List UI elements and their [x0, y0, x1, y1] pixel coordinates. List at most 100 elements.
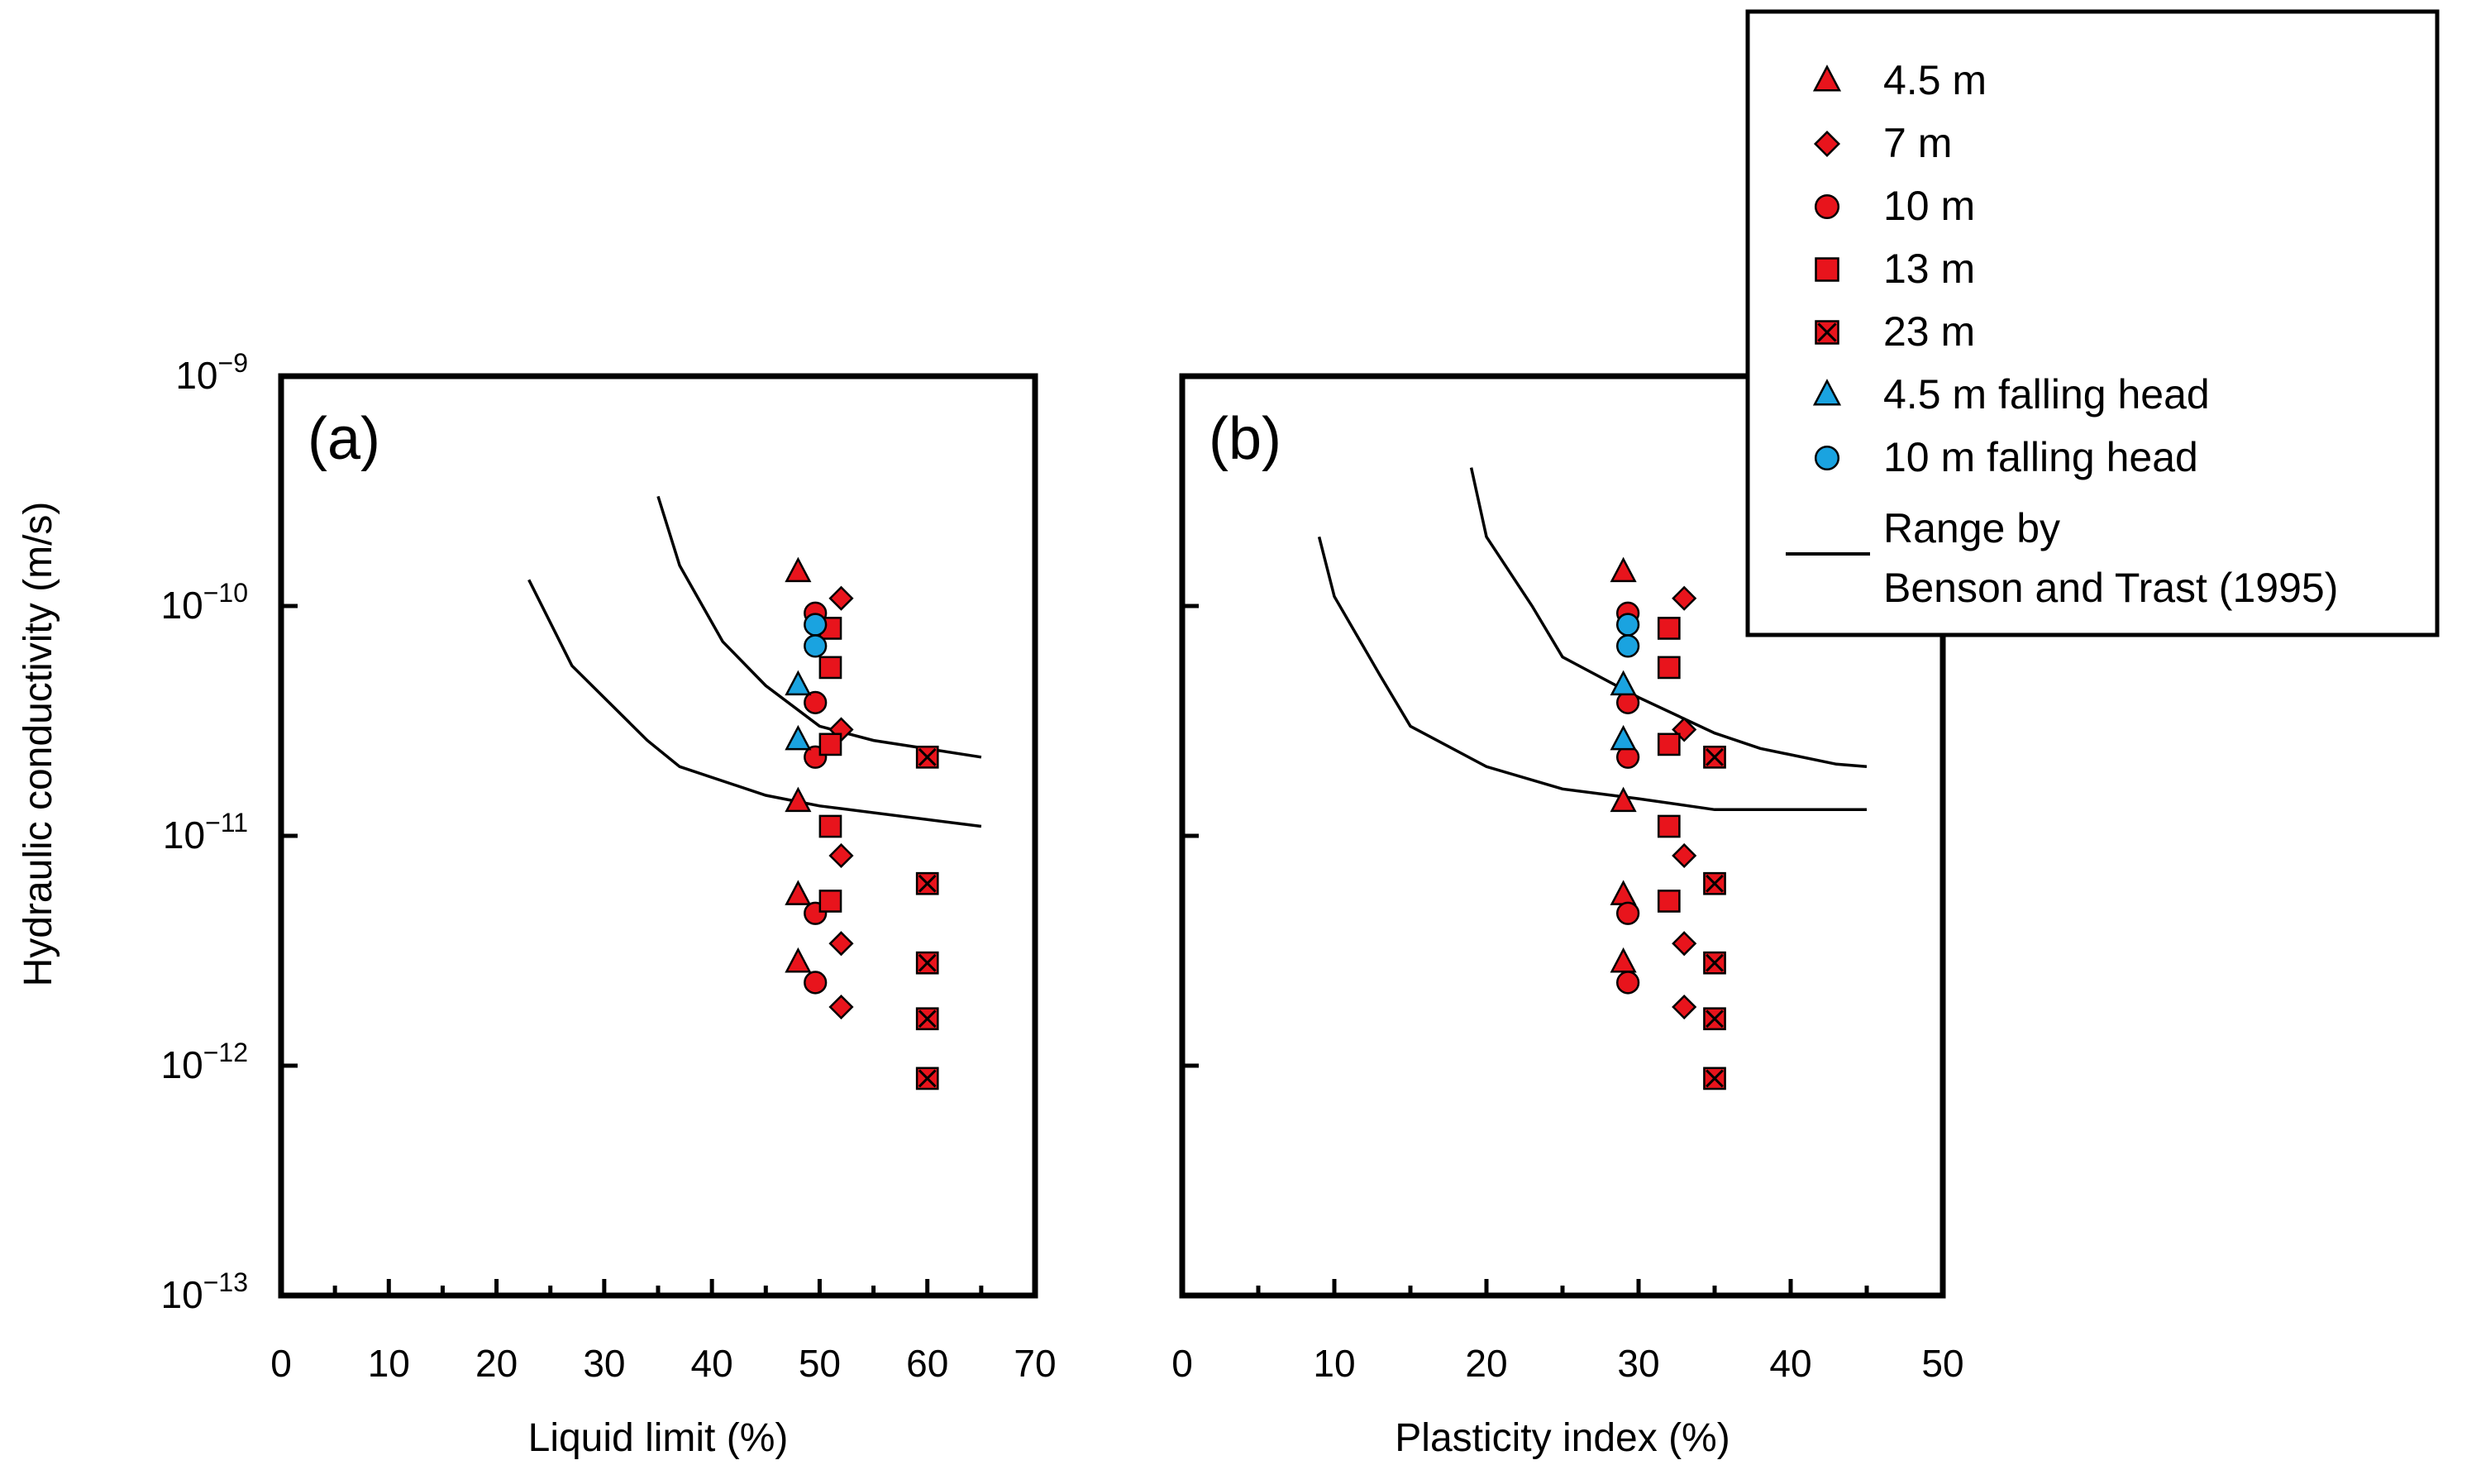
point-13-m: [1657, 890, 1681, 913]
point-23-m-x-mark: [1706, 1069, 1724, 1088]
point-10-m-falling-head: [804, 613, 828, 637]
point-13-m: [1657, 656, 1681, 680]
legend-label-4-5m: 4.5 m: [1883, 57, 1987, 103]
y-tick-labels: 10−9 10−10 10−11 10−12 10−13: [161, 348, 248, 1316]
y-tick-label: 10−10: [161, 578, 248, 627]
legend-range-label-line1: Range by: [1883, 505, 2060, 551]
panel-b-label: (b): [1209, 406, 1281, 472]
x-tick-label: 70: [1014, 1342, 1056, 1385]
point-7-m: [1672, 931, 1697, 957]
x-tick-label: 0: [1171, 1342, 1193, 1385]
x-tick-label: 40: [1769, 1342, 1811, 1385]
range-line-benson-and-trast-1995-lower: [527, 579, 982, 828]
range-line-benson-and-trast-1995-lower: [1317, 536, 1867, 812]
legend: 4.5 m 7 m 10 m 13 m 23 m 4.5 m falling h…: [1745, 9, 2440, 637]
panel-a-points: [785, 556, 939, 1090]
panel-b: (b) 0 10 20 30 40 50 Plasticity index (%…: [1171, 373, 1964, 1460]
y-axis-title: Hydraulic conductivity (m/s): [17, 502, 60, 987]
point-4-5-m: [785, 880, 812, 905]
point-13-m: [818, 656, 842, 680]
point-23-m-x-mark: [918, 747, 937, 766]
point-4-5-m: [785, 556, 812, 583]
point-4-5-m-falling-head: [785, 724, 812, 751]
point-23-m-x-mark: [1706, 874, 1724, 893]
panel-a-frame: [278, 373, 1038, 1299]
point-10-m-falling-head: [1615, 613, 1640, 637]
point-7-m: [828, 842, 854, 869]
x-tick-label: 20: [1465, 1342, 1507, 1385]
point-23-m-x-mark: [918, 874, 937, 893]
panel-b-x-axis-title: Plasticity index (%): [1395, 1416, 1730, 1460]
point-4-5-m-falling-head: [1610, 724, 1637, 751]
point-23-m-x-mark: [1706, 953, 1724, 972]
point-4-5-m-falling-head: [1610, 670, 1637, 696]
legend-label-4-5m-falling-head: 4.5 m falling head: [1883, 371, 2210, 418]
point-7-m: [828, 931, 854, 957]
y-tick-label: 10−11: [163, 808, 248, 857]
point-7-m: [1672, 842, 1697, 869]
point-23-m-x-mark: [918, 1009, 937, 1028]
point-13-m: [1657, 814, 1681, 838]
point-10-m-falling-head: [804, 634, 828, 658]
point-13-m: [1657, 732, 1681, 756]
x-tick-label: 50: [799, 1342, 841, 1385]
point-4-5-m: [785, 786, 812, 813]
panel-a: (a) 0 10 20 30 40 50 60 70 Liquid limit …: [270, 373, 1057, 1460]
point-10-m: [1615, 901, 1640, 925]
x-tick-label: 50: [1921, 1342, 1963, 1385]
point-23-m-x-mark: [1706, 747, 1724, 766]
legend-markers: [1812, 64, 1842, 471]
legend-label-7m: 7 m: [1883, 120, 1952, 166]
legend-label-10m: 10 m: [1883, 183, 1975, 229]
x-tick-label: 30: [1617, 1342, 1659, 1385]
point-13-m: [818, 814, 842, 838]
point-13-m: [818, 732, 842, 756]
point-13-m: [818, 890, 842, 913]
legend-label-10m-falling-head: 10 m falling head: [1883, 434, 2198, 480]
panel-b-range-lines: [1317, 467, 1868, 812]
panel-b-x-tick-labels: 0 10 20 30 40 50: [1171, 1342, 1963, 1385]
x-tick-label: 10: [368, 1342, 410, 1385]
legend-marker-4-5-m-falling-head: [1812, 379, 1842, 406]
legend-label-13m: 13 m: [1883, 246, 1975, 292]
legend-range-label-line2: Benson and Trast (1995): [1883, 565, 2338, 611]
point-23-m-x-mark: [918, 953, 937, 972]
point-7-m: [828, 994, 854, 1020]
range-line-benson-and-trast-1995-upper: [1469, 467, 1868, 769]
panel-b-ticks: [1180, 374, 1945, 1298]
x-tick-label: 60: [906, 1342, 948, 1385]
point-4-5-m: [1610, 786, 1637, 813]
x-tick-label: 0: [270, 1342, 292, 1385]
legend-marker-4-5-m: [1812, 64, 1842, 92]
point-7-m: [828, 585, 854, 611]
point-10-m-falling-head: [1615, 634, 1640, 658]
point-10-m: [1615, 971, 1640, 995]
panel-a-x-axis-title: Liquid limit (%): [528, 1416, 789, 1460]
legend-marker-7-m: [1813, 130, 1841, 158]
point-10-m: [804, 971, 828, 995]
legend-marker-10-m: [1814, 193, 1840, 220]
point-4-5-m: [1610, 556, 1637, 583]
point-4-5-m: [1610, 947, 1637, 973]
x-tick-label: 10: [1313, 1342, 1355, 1385]
x-tick-label: 20: [475, 1342, 518, 1385]
y-tick-label: 10−13: [161, 1267, 248, 1316]
legend-marker-23-m-x-mark: [1817, 322, 1837, 342]
x-tick-label: 30: [583, 1342, 625, 1385]
point-7-m: [1672, 994, 1697, 1020]
panel-a-ticks: [279, 374, 1038, 1298]
panel-a-range-lines: [527, 495, 982, 828]
y-tick-label: 10−9: [175, 348, 248, 397]
point-4-5-m-falling-head: [785, 670, 812, 696]
y-tick-label: 10−12: [161, 1038, 248, 1086]
legend-label-23m: 23 m: [1883, 308, 1975, 355]
point-10-m: [804, 690, 828, 714]
legend-marker-13-m: [1815, 257, 1839, 282]
point-13-m: [1657, 617, 1681, 640]
panel-a-x-tick-labels: 0 10 20 30 40 50 60 70: [270, 1342, 1056, 1385]
panel-a-label: (a): [308, 406, 380, 472]
x-tick-label: 40: [691, 1342, 733, 1385]
legend-box: [1745, 9, 2440, 637]
point-4-5-m: [785, 947, 812, 973]
